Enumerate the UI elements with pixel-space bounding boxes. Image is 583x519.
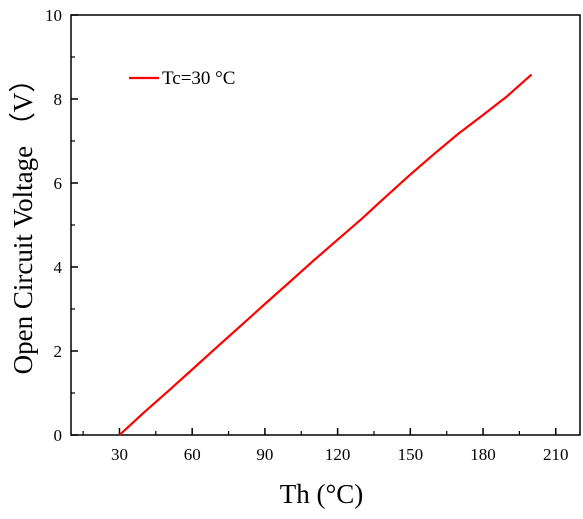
legend-label: Tc=30 °C bbox=[162, 68, 235, 89]
x-axis-ticks: 30 60 90 120 150 180 210 bbox=[82, 428, 569, 464]
x-tick-label: 60 bbox=[184, 445, 201, 464]
legend: Tc=30 °C bbox=[129, 68, 235, 89]
x-tick-label: 30 bbox=[111, 445, 128, 464]
y-tick-label: 2 bbox=[54, 342, 63, 361]
x-axis-title: Th (°C) bbox=[280, 479, 364, 509]
y-tick-label: 0 bbox=[54, 426, 63, 445]
y-tick-label: 4 bbox=[54, 258, 63, 277]
x-tick-label: 120 bbox=[325, 445, 351, 464]
y-tick-label: 6 bbox=[54, 174, 63, 193]
series-line bbox=[118, 73, 533, 436]
y-axis-ticks: 0 2 4 6 8 10 bbox=[45, 6, 78, 445]
series-layer bbox=[118, 73, 533, 436]
x-tick-label: 150 bbox=[398, 445, 424, 464]
x-tick-label: 90 bbox=[256, 445, 273, 464]
x-tick-label: 180 bbox=[470, 445, 496, 464]
x-tick-label: 210 bbox=[543, 445, 569, 464]
y-axis-title: Open Circuit Voltage （V） bbox=[8, 66, 38, 375]
y-tick-label: 10 bbox=[45, 6, 62, 25]
y-tick-label: 8 bbox=[54, 90, 63, 109]
